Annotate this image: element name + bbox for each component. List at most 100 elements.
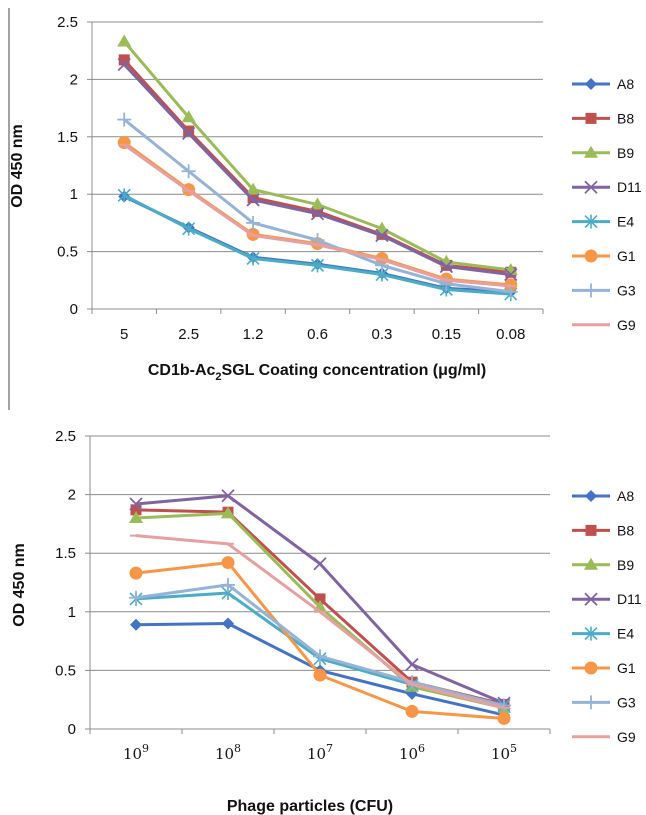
data-point-g3: [221, 577, 235, 592]
legend-label: G9: [617, 729, 636, 745]
legend-entry-g3: G3: [572, 282, 636, 298]
data-point-b8-shape: [312, 205, 323, 217]
data-point-d11-stroke2: [504, 267, 518, 282]
legend-marker: [584, 180, 598, 194]
legend-label: A8: [617, 488, 634, 504]
legend-label: A8: [617, 76, 634, 92]
chart2-x-axis-label: Phage particles (CFU): [227, 798, 393, 815]
data-point-d11: [246, 193, 260, 207]
data-point-d11: [129, 497, 143, 511]
legend-entry-b9: B9: [572, 145, 634, 161]
data-point-e4: [310, 258, 325, 273]
x-tick-label: 1.2: [243, 326, 264, 343]
chart2-axes: [85, 435, 551, 734]
data-point-b8-shape: [118, 54, 130, 66]
legend-marker: [584, 592, 598, 606]
legend-marker: [584, 661, 598, 675]
data-point-g1-shape: [405, 704, 419, 718]
data-point-g1-shape: [497, 711, 511, 725]
data-point-b9: [129, 511, 143, 524]
series-d11: [117, 57, 518, 282]
data-point-b8-shape: [314, 593, 326, 605]
data-point-b9: [310, 197, 325, 210]
legend-marker-shape: [585, 490, 597, 502]
data-point-d11-stroke2: [182, 126, 196, 140]
legend-entry-d11: D11: [572, 591, 642, 607]
legend-entry-a8: A8: [572, 76, 634, 92]
legend-marker-shape: [584, 249, 598, 263]
data-point-g1: [129, 566, 143, 580]
y-tick-label: 0.5: [57, 244, 78, 261]
chart1-gridlines: [92, 21, 543, 253]
data-point-b8: [247, 192, 259, 204]
legend-marker: [585, 524, 597, 536]
chart2-y-tick-labels: 0 0.5 1 1.5 2 2.5: [55, 428, 76, 738]
data-point-e4: [246, 251, 260, 266]
data-point-d11-stroke2: [405, 657, 419, 672]
series-g9: [118, 143, 517, 288]
series-g3: [117, 112, 518, 299]
data-point-g1: [221, 556, 235, 570]
y-tick-label: 2: [70, 71, 78, 88]
series-g9: [130, 534, 510, 710]
data-point-g1-shape: [221, 556, 235, 570]
data-point-g3: [129, 590, 143, 605]
legend-marker: [585, 112, 597, 124]
legend-marker-shape: [585, 112, 597, 124]
chart1-series: [117, 34, 518, 302]
legend-label: D11: [617, 591, 642, 607]
y-tick-label: 0: [68, 721, 76, 738]
data-point-b8-shape: [247, 192, 259, 204]
legend-marker: [584, 695, 598, 710]
data-point-g1: [497, 711, 511, 725]
data-point-d11: [182, 126, 196, 140]
data-point-g3: [117, 112, 132, 127]
y-tick-label: 1.5: [57, 129, 78, 146]
series-g3: [129, 577, 511, 713]
x-tick-label: 0.15: [432, 326, 461, 343]
data-point-d11-stroke2: [439, 259, 453, 274]
chart1-legend: A8 B8 B9 D11 E4 G1 G3 G9: [572, 76, 642, 333]
chart2-series: [129, 489, 511, 725]
x-tick-label: 109: [123, 742, 149, 763]
legend-marker-shape: [584, 145, 598, 158]
legend-entry-g1: G1: [572, 660, 636, 676]
data-point-b9-shape: [246, 182, 261, 195]
x-tick-label: 107: [307, 742, 333, 763]
chart1-x-tick-labels: 5 2.5 1.2 0.6 0.3 0.15 0.08: [120, 326, 525, 343]
data-point-b9: [181, 110, 196, 123]
legend-marker-stroke2: [584, 592, 598, 606]
data-point-b9: [246, 182, 261, 195]
legend-entry-g1: G1: [572, 248, 636, 264]
legend-label: G3: [617, 694, 636, 710]
legend-marker-shape: [584, 557, 598, 570]
data-point-b9-shape: [181, 110, 196, 123]
data-point-e4: [117, 188, 131, 203]
legend-entry-g9: G9: [572, 317, 636, 333]
legend-marker: [584, 214, 598, 229]
legend-label: B8: [617, 110, 634, 126]
data-point-b8-shape: [130, 504, 142, 516]
legend-label: G1: [617, 660, 636, 676]
data-point-b9-shape: [129, 511, 143, 524]
data-point-d11: [439, 259, 453, 274]
legend-label: B9: [617, 145, 634, 161]
legend-marker: [584, 145, 598, 158]
legend-entry-g9: G9: [572, 729, 636, 745]
legend-label: D11: [617, 179, 642, 195]
legend-entry-e4: E4: [572, 214, 634, 230]
data-point-d11-stroke2: [310, 207, 325, 221]
data-point-d11-stroke2: [221, 489, 235, 503]
data-point-b9-shape: [374, 221, 389, 234]
data-point-g1-shape: [129, 566, 143, 580]
legend-marker: [584, 283, 598, 298]
x-tick-label: 2.5: [178, 326, 199, 343]
y-tick-label: 0: [70, 301, 78, 318]
legend-label: E4: [617, 214, 634, 230]
y-tick-label: 2.5: [57, 14, 78, 31]
data-point-d11-stroke2: [246, 193, 260, 207]
chart-coating-concentration: 0 0.5 1 1.5 2 2.5 5 2.5 1.2 0.6 0.3 0.15 0.08 OD 45…: [9, 14, 642, 383]
data-point-g1: [405, 704, 419, 718]
legend-entry-g3: G3: [572, 694, 636, 710]
